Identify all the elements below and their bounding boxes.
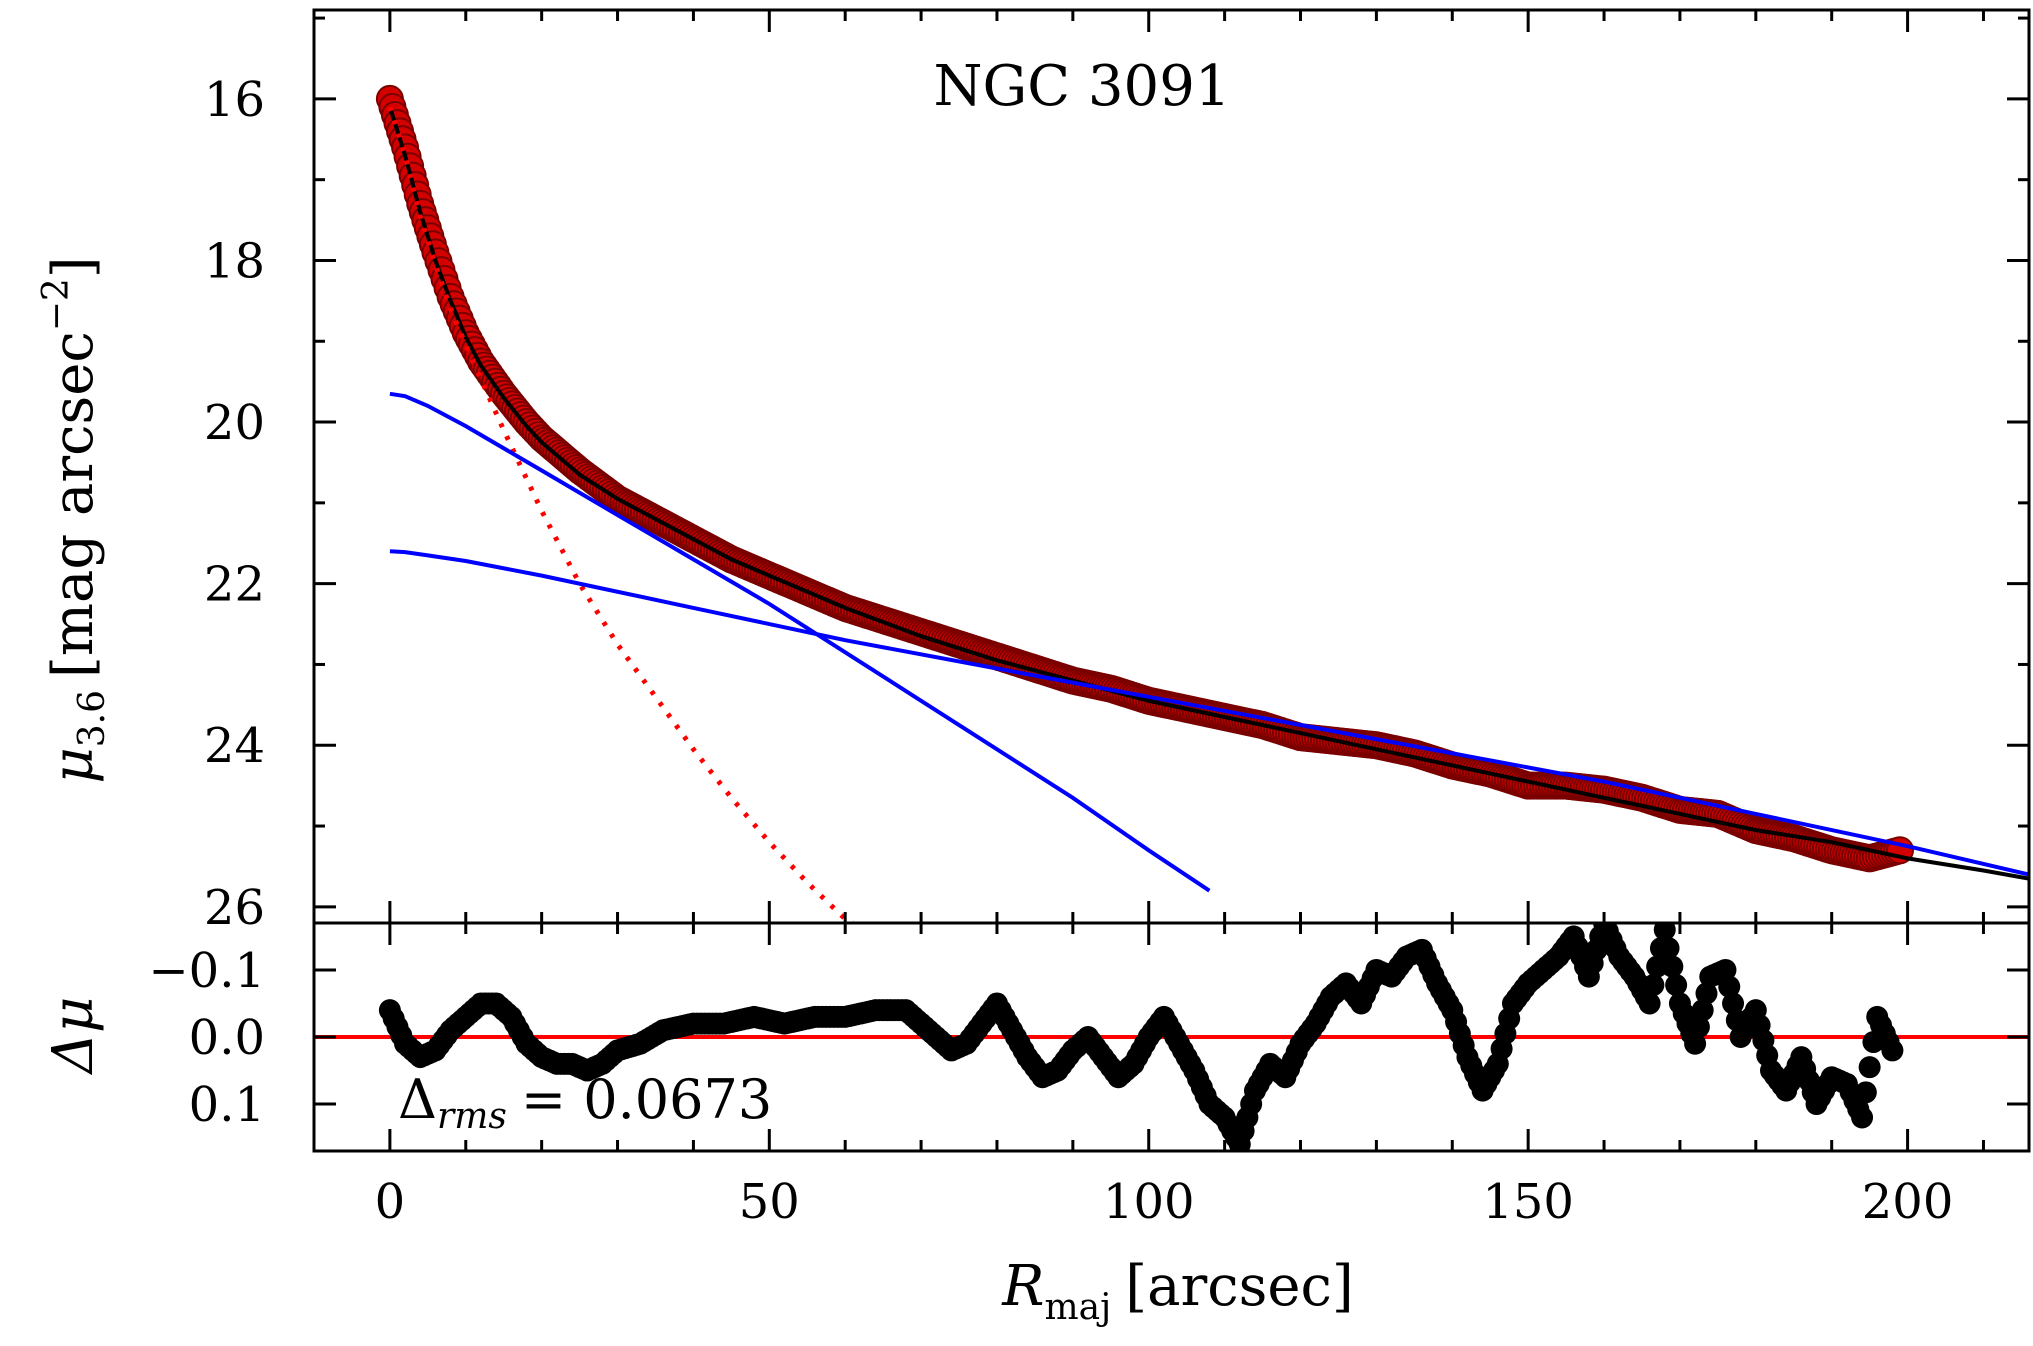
residual-ytick-label: 0.1 <box>189 1077 265 1133</box>
central-component-line <box>387 106 854 923</box>
residual-ylabel: Δμ <box>41 997 106 1076</box>
rms-symbol: Δ <box>398 1068 437 1131</box>
outer-disk-line <box>389 549 2029 877</box>
residual-point <box>1858 1056 1881 1079</box>
main-ylabel-close: ] <box>41 256 106 278</box>
rms-annotation: Δrms = 0.0673 <box>398 1068 772 1137</box>
residual-point <box>1661 955 1684 978</box>
residual-point <box>1646 955 1669 978</box>
main-ytick-label: 22 <box>204 557 265 613</box>
main-ylabel-symbol: μ <box>41 747 106 783</box>
xtick-label: 100 <box>1103 1174 1195 1230</box>
residual-ytick-labels: −0.1 0.0 0.1 <box>148 943 265 1133</box>
xtick-label: 0 <box>375 1174 406 1230</box>
x-axis-label-symbol: R <box>1001 1254 1044 1319</box>
main-ylabel-subscript: 3.6 <box>72 690 113 747</box>
main-ytick-labels: 16 18 20 22 24 26 <box>204 72 265 936</box>
inner-component-line <box>389 391 1211 893</box>
residual-point <box>1881 1039 1904 1062</box>
residual-point <box>1687 1015 1710 1038</box>
residual-point <box>1722 992 1745 1015</box>
residual-point <box>1653 923 1676 941</box>
main-ytick-label: 26 <box>204 880 265 936</box>
rms-subscript: rms <box>437 1096 507 1137</box>
rms-value: = 0.0673 <box>521 1068 772 1131</box>
main-ytick-label: 24 <box>204 718 265 774</box>
residual-point <box>1691 999 1714 1022</box>
main-ylabel-text: [mag arcsec <box>41 331 106 678</box>
xtick-label: 50 <box>739 1174 800 1230</box>
residual-point <box>1638 992 1661 1015</box>
residual-point <box>1657 937 1680 960</box>
main-ylabel: μ3.6 [mag arcsec−2] <box>36 256 113 783</box>
residual-point <box>1851 1106 1874 1129</box>
residual-points <box>378 923 1904 1151</box>
residual-point <box>1714 958 1737 981</box>
residual-point <box>1854 1081 1877 1104</box>
residual-point <box>1642 974 1665 997</box>
residual-point <box>1718 975 1741 998</box>
main-ytick-label: 18 <box>204 233 265 289</box>
x-axis-label-subscript: maj <box>1044 1287 1111 1328</box>
total-model-line <box>387 106 2029 881</box>
residual-point <box>1684 1032 1707 1055</box>
residual-point <box>1695 982 1718 1005</box>
xtick-label: 150 <box>1482 1174 1574 1230</box>
residual-ytick-label: −0.1 <box>148 943 265 999</box>
main-observed-points <box>375 84 1914 873</box>
residual-ytick-label: 0.0 <box>189 1010 265 1066</box>
main-ytick-label: 20 <box>204 395 265 451</box>
xtick-label: 200 <box>1862 1174 1954 1230</box>
xtick-labels: 0 50 100 150 200 <box>375 1174 1954 1230</box>
main-ytick-label: 16 <box>204 72 265 128</box>
x-axis-label-text: [arcsec] <box>1125 1254 1353 1319</box>
main-ylabel-superscript: −2 <box>36 278 77 331</box>
axis-ticks <box>312 10 2029 1151</box>
chart-title: NGC 3091 <box>934 54 1231 119</box>
x-axis-label: Rmaj [arcsec] <box>1001 1254 1353 1328</box>
main-model-lines <box>387 106 2029 923</box>
residual-point <box>1665 974 1688 997</box>
